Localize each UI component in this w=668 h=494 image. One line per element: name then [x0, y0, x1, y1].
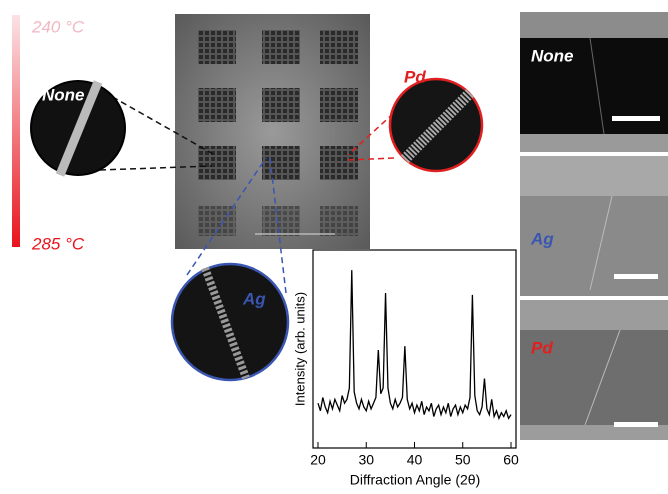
temperature-bar: [12, 15, 20, 247]
plot-frame: [313, 250, 516, 448]
panel-label: None: [531, 46, 574, 65]
sem-none: None: [520, 12, 668, 152]
x-tick-label: 30: [358, 452, 374, 468]
inset-ag: Ag: [172, 264, 288, 380]
temp-top: 240 °C: [31, 17, 85, 36]
inset-pd: Pd: [390, 67, 482, 171]
inset-label: None: [42, 85, 85, 104]
inset-label: Ag: [242, 289, 266, 308]
inset-none: None: [31, 81, 125, 175]
inset-label: Pd: [404, 67, 426, 86]
x-axis-label: Diffraction Angle (2θ): [350, 472, 480, 488]
temp-bottom: 285 °C: [31, 234, 85, 253]
sample-photo: [175, 14, 370, 249]
panel-label: Pd: [531, 338, 553, 357]
x-tick-label: 20: [310, 452, 326, 468]
x-tick-label: 50: [455, 452, 471, 468]
xrd-chart: Diffraction Angle (2θ) Intensity (arb. u…: [292, 250, 519, 488]
sem-ag: Ag: [520, 156, 668, 296]
x-tick-label: 40: [407, 452, 423, 468]
figure: 240 °C 285 °C None Pd Ag None Ag Pd Diff…: [0, 0, 668, 489]
panel-label: Ag: [530, 229, 554, 248]
sem-pd: Pd: [520, 300, 668, 440]
y-axis-label: Intensity (arb. units): [292, 292, 307, 406]
x-tick-label: 60: [503, 452, 519, 468]
